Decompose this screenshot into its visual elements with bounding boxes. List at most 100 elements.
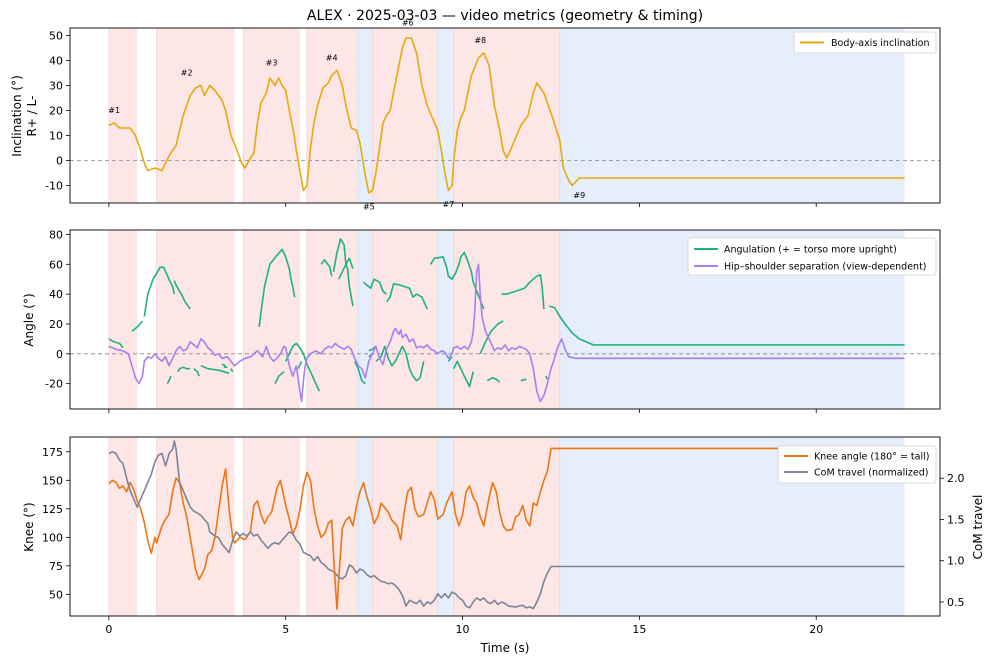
y-tick-label: 75 <box>49 560 63 573</box>
series-line-angulation-torso-more-upright <box>332 238 354 307</box>
phase-band-red <box>372 230 438 409</box>
x-tick-label: 10 <box>456 623 470 636</box>
y-right-tick-label: 1.5 <box>947 513 965 526</box>
phase-band-red <box>453 230 560 409</box>
legend-box <box>777 445 937 484</box>
legend-box <box>687 237 937 276</box>
angle-panel: -20 0 20 40 60 80 Angle (°) Angulation (+ = t… <box>22 228 941 413</box>
turn-annotation: #7 <box>443 200 455 209</box>
y-tick-label: 20 <box>49 105 63 118</box>
panel-frame <box>69 436 941 617</box>
x-tick-label: 20 <box>809 623 823 636</box>
x-axis-label: Time (s) <box>480 641 530 655</box>
y-tick-label: 40 <box>49 288 63 301</box>
series-line-angulation-torso-more-upright <box>486 376 501 383</box>
inclination-y-label: Inclination (°) <box>10 75 24 157</box>
panel-frame <box>69 229 941 410</box>
series-line-angulation-torso-more-upright <box>430 251 485 310</box>
knee-panel: 50 75 100 125 150 175 0.5 1.0 1.5 2.0 0 5 10 15 20 K… <box>22 436 985 655</box>
phase-band-blue <box>358 28 373 203</box>
y-tick-label: 60 <box>49 258 63 271</box>
legend-label-angulation: Angulation (+ = torso more upright) <box>724 245 897 256</box>
series-line-angulation-torso-more-upright <box>166 375 172 385</box>
y-tick-label: 175 <box>42 446 63 459</box>
phase-band-red <box>372 437 438 616</box>
knee-y-label: Knee (°) <box>22 502 36 551</box>
phase-band-blue <box>559 28 905 203</box>
y-right-tick-label: 0.5 <box>947 596 965 609</box>
phase-band-red <box>156 28 235 203</box>
y-tick-label: 150 <box>42 474 63 487</box>
y-tick-label: -10 <box>45 180 63 193</box>
series-line-angulation-torso-more-upright <box>375 345 425 382</box>
series-line-hip-shoulder-separation-view-dependent <box>108 263 905 403</box>
y-right-tick-label: 1.0 <box>947 555 965 568</box>
turn-annotation: #6 <box>402 19 414 28</box>
phase-band-red <box>372 28 438 203</box>
legend-label-separation: Hip–shoulder separation (view-dependent) <box>724 262 927 273</box>
y-tick-label: 50 <box>49 588 63 601</box>
turn-annotation: #9 <box>573 191 585 200</box>
y-tick-label: 10 <box>49 130 63 143</box>
knee-legend: Knee angle (180° = tall) CoM travel (nor… <box>777 445 937 484</box>
series-line-angulation-torso-more-upright <box>258 248 296 328</box>
y-tick-label: 125 <box>42 503 63 516</box>
legend-label-com: CoM travel (normalized) <box>814 468 928 479</box>
series-line-angulation-torso-more-upright <box>452 360 474 388</box>
series-line-angulation-torso-more-upright <box>548 305 905 346</box>
series-line-angulation-torso-more-upright <box>200 364 230 374</box>
phase-band-red <box>108 28 138 203</box>
turn-annotation: #5 <box>363 202 375 211</box>
turn-annotation: #1 <box>108 106 120 115</box>
series-line-knee-angle-180-tall <box>108 447 905 610</box>
legend-label-knee: Knee angle (180° = tall) <box>814 452 929 463</box>
inclination-legend: Body-axis inclination <box>793 31 937 54</box>
turn-annotation: #4 <box>326 54 338 63</box>
y-right-tick-label: 2.0 <box>947 472 965 485</box>
series-line-angulation-torso-more-upright <box>143 266 176 317</box>
x-tick-label: 0 <box>105 623 112 636</box>
phase-band-red <box>108 230 138 409</box>
series-line-angulation-torso-more-upright <box>320 259 333 277</box>
series-line-angulation-torso-more-upright <box>520 378 527 382</box>
series-line-angulation-torso-more-upright <box>173 280 191 310</box>
series-line-angulation-torso-more-upright <box>385 282 428 310</box>
legend-box <box>793 31 937 54</box>
y-tick-label: 20 <box>49 318 63 331</box>
series-line-angulation-torso-more-upright <box>274 371 285 384</box>
angle-y-label: Angle (°) <box>22 293 36 346</box>
series-line-angulation-torso-more-upright <box>545 375 549 380</box>
phase-band-blue <box>358 230 373 409</box>
y-tick-label: -20 <box>45 378 63 391</box>
turn-annotation: #2 <box>181 69 193 78</box>
series-line-angulation-torso-more-upright <box>297 360 303 370</box>
phase-band-red <box>453 28 560 203</box>
series-line-angulation-torso-more-upright <box>284 342 321 392</box>
series-line-angulation-torso-more-upright <box>230 368 234 373</box>
inclination-y-label-sub: R+ / L- <box>25 96 39 137</box>
series-line-body-axis-inclination <box>108 37 905 194</box>
series-line-com-travel-normalized <box>108 440 905 610</box>
panel-frame <box>69 27 941 204</box>
phase-band-red <box>243 230 300 409</box>
phase-band-red <box>156 437 235 616</box>
x-tick-label: 15 <box>632 623 646 636</box>
series-line-angulation-torso-more-upright <box>479 320 504 355</box>
phase-band-red <box>243 28 300 203</box>
y-tick-label: 100 <box>42 531 63 544</box>
angle-legend: Angulation (+ = torso more upright) Hip–… <box>687 237 937 276</box>
y-tick-label: 50 <box>49 30 63 43</box>
series-line-angulation-torso-more-upright <box>501 274 545 310</box>
y-tick-label: 40 <box>49 55 63 68</box>
com-y-label: CoM travel <box>971 495 985 560</box>
y-tick-label: 30 <box>49 80 63 93</box>
phase-band-blue <box>437 230 454 409</box>
series-line-angulation-torso-more-upright <box>221 363 226 367</box>
phase-band-blue <box>437 437 454 616</box>
phase-band-blue <box>358 437 373 616</box>
series-line-angulation-torso-more-upright <box>131 320 144 333</box>
series-line-angulation-torso-more-upright <box>193 368 200 377</box>
series-line-angulation-torso-more-upright <box>108 338 124 349</box>
figure-title: ALEX · 2025-03-03 — video metrics (geome… <box>307 8 703 24</box>
